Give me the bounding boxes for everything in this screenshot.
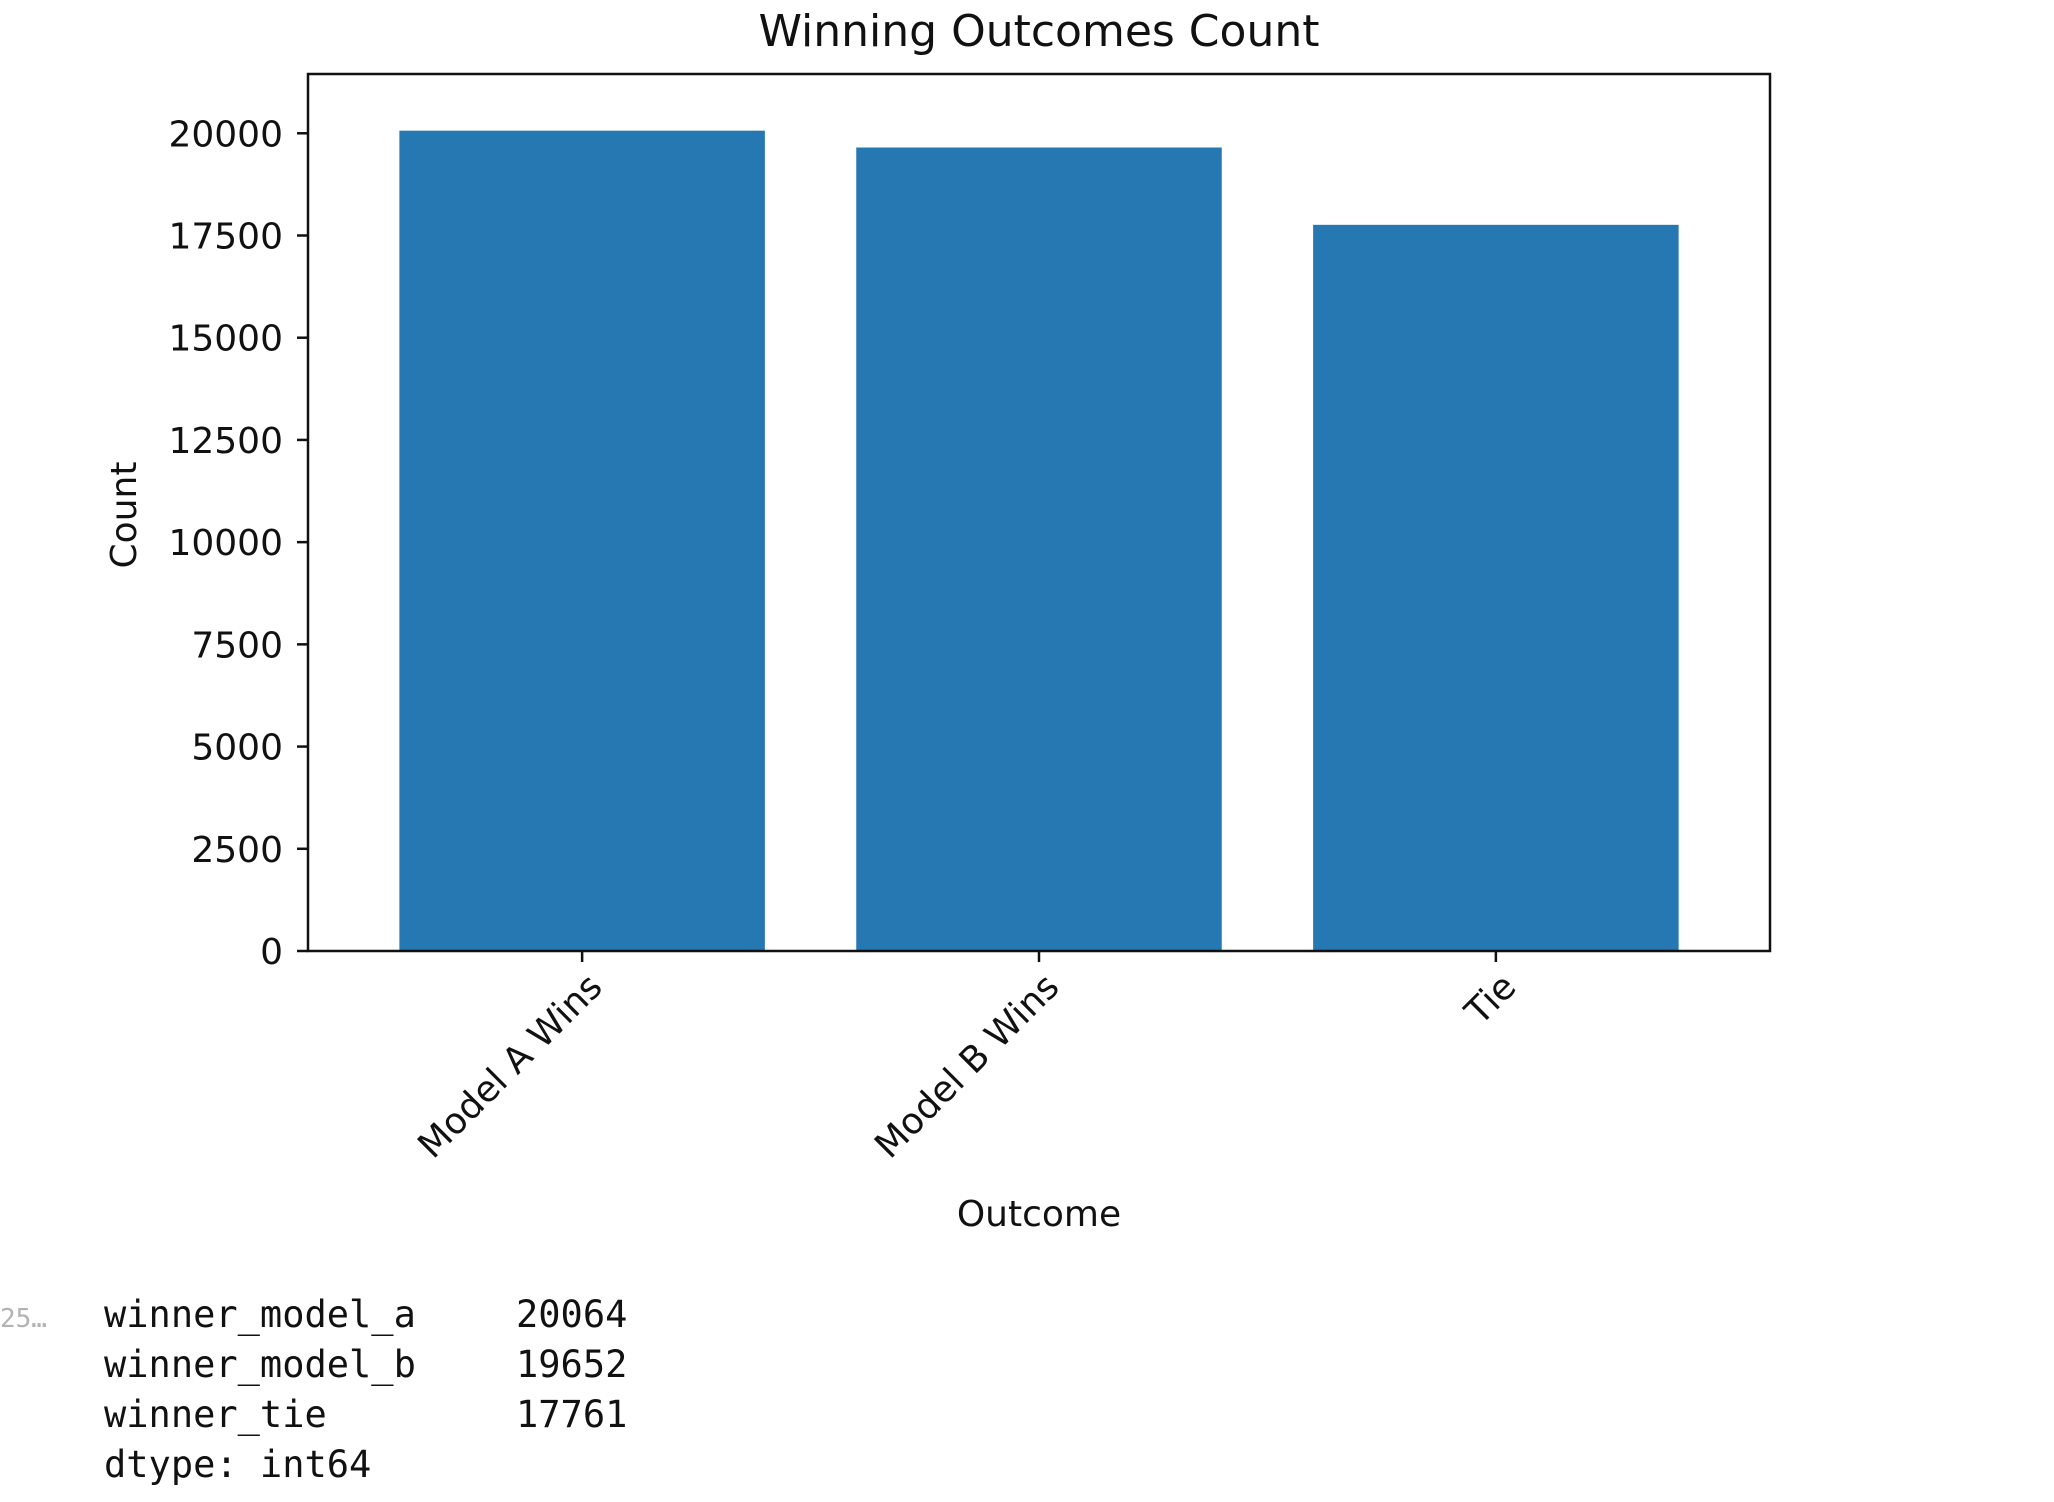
y-tick-label: 7500 — [191, 625, 283, 666]
series-key: winner_model_b — [104, 1343, 416, 1386]
y-axis-ticks: 0 2500 5000 7500 10000 12500 15000 17500 20000 — [168, 114, 308, 973]
x-tick-label: Tie — [1457, 966, 1524, 1033]
bar — [856, 147, 1222, 951]
series-row: winner_model_b 19652 — [104, 1340, 627, 1390]
y-tick-label: 12500 — [168, 421, 283, 462]
series-row: winner_tie 17761 — [104, 1390, 627, 1440]
y-tick-label: 2500 — [191, 830, 283, 871]
bar — [399, 130, 765, 951]
bars-layer — [399, 130, 1679, 952]
dtype-line: dtype: int64 — [104, 1443, 372, 1486]
bar — [1313, 224, 1679, 952]
x-axis-ticks: Model A Wins Model B Wins Tie — [410, 951, 1524, 1167]
series-value: 20064 — [516, 1293, 628, 1336]
y-tick-label: 17500 — [168, 216, 283, 257]
y-tick-label: 20000 — [168, 114, 283, 155]
series-key: winner_model_a — [104, 1293, 416, 1336]
y-tick-label: 0 — [260, 932, 283, 973]
x-axis-label: Outcome — [957, 1194, 1121, 1235]
execution-count: 25… — [0, 1304, 47, 1334]
y-tick-label: 10000 — [168, 523, 283, 564]
series-row: winner_model_a 20064 — [104, 1290, 627, 1340]
series-value: 19652 — [516, 1343, 628, 1386]
cell-output: 25… winner_model_a 20064 winner_model_b … — [0, 1290, 2054, 1502]
bar-chart: Winning Outcomes Count 0 2500 5000 7500 1000… — [104, 6, 1772, 1235]
x-tick-label: Model B Wins — [867, 966, 1067, 1166]
series-key: winner_tie — [104, 1393, 327, 1436]
series-output: winner_model_a 20064 winner_model_b 1965… — [104, 1290, 627, 1490]
y-tick-label: 5000 — [191, 728, 283, 769]
chart-title: Winning Outcomes Count — [759, 6, 1320, 57]
y-tick-label: 15000 — [168, 319, 283, 360]
y-axis-label: Count — [104, 462, 145, 569]
series-value: 17761 — [516, 1393, 628, 1436]
x-tick-label: Model A Wins — [410, 966, 610, 1166]
